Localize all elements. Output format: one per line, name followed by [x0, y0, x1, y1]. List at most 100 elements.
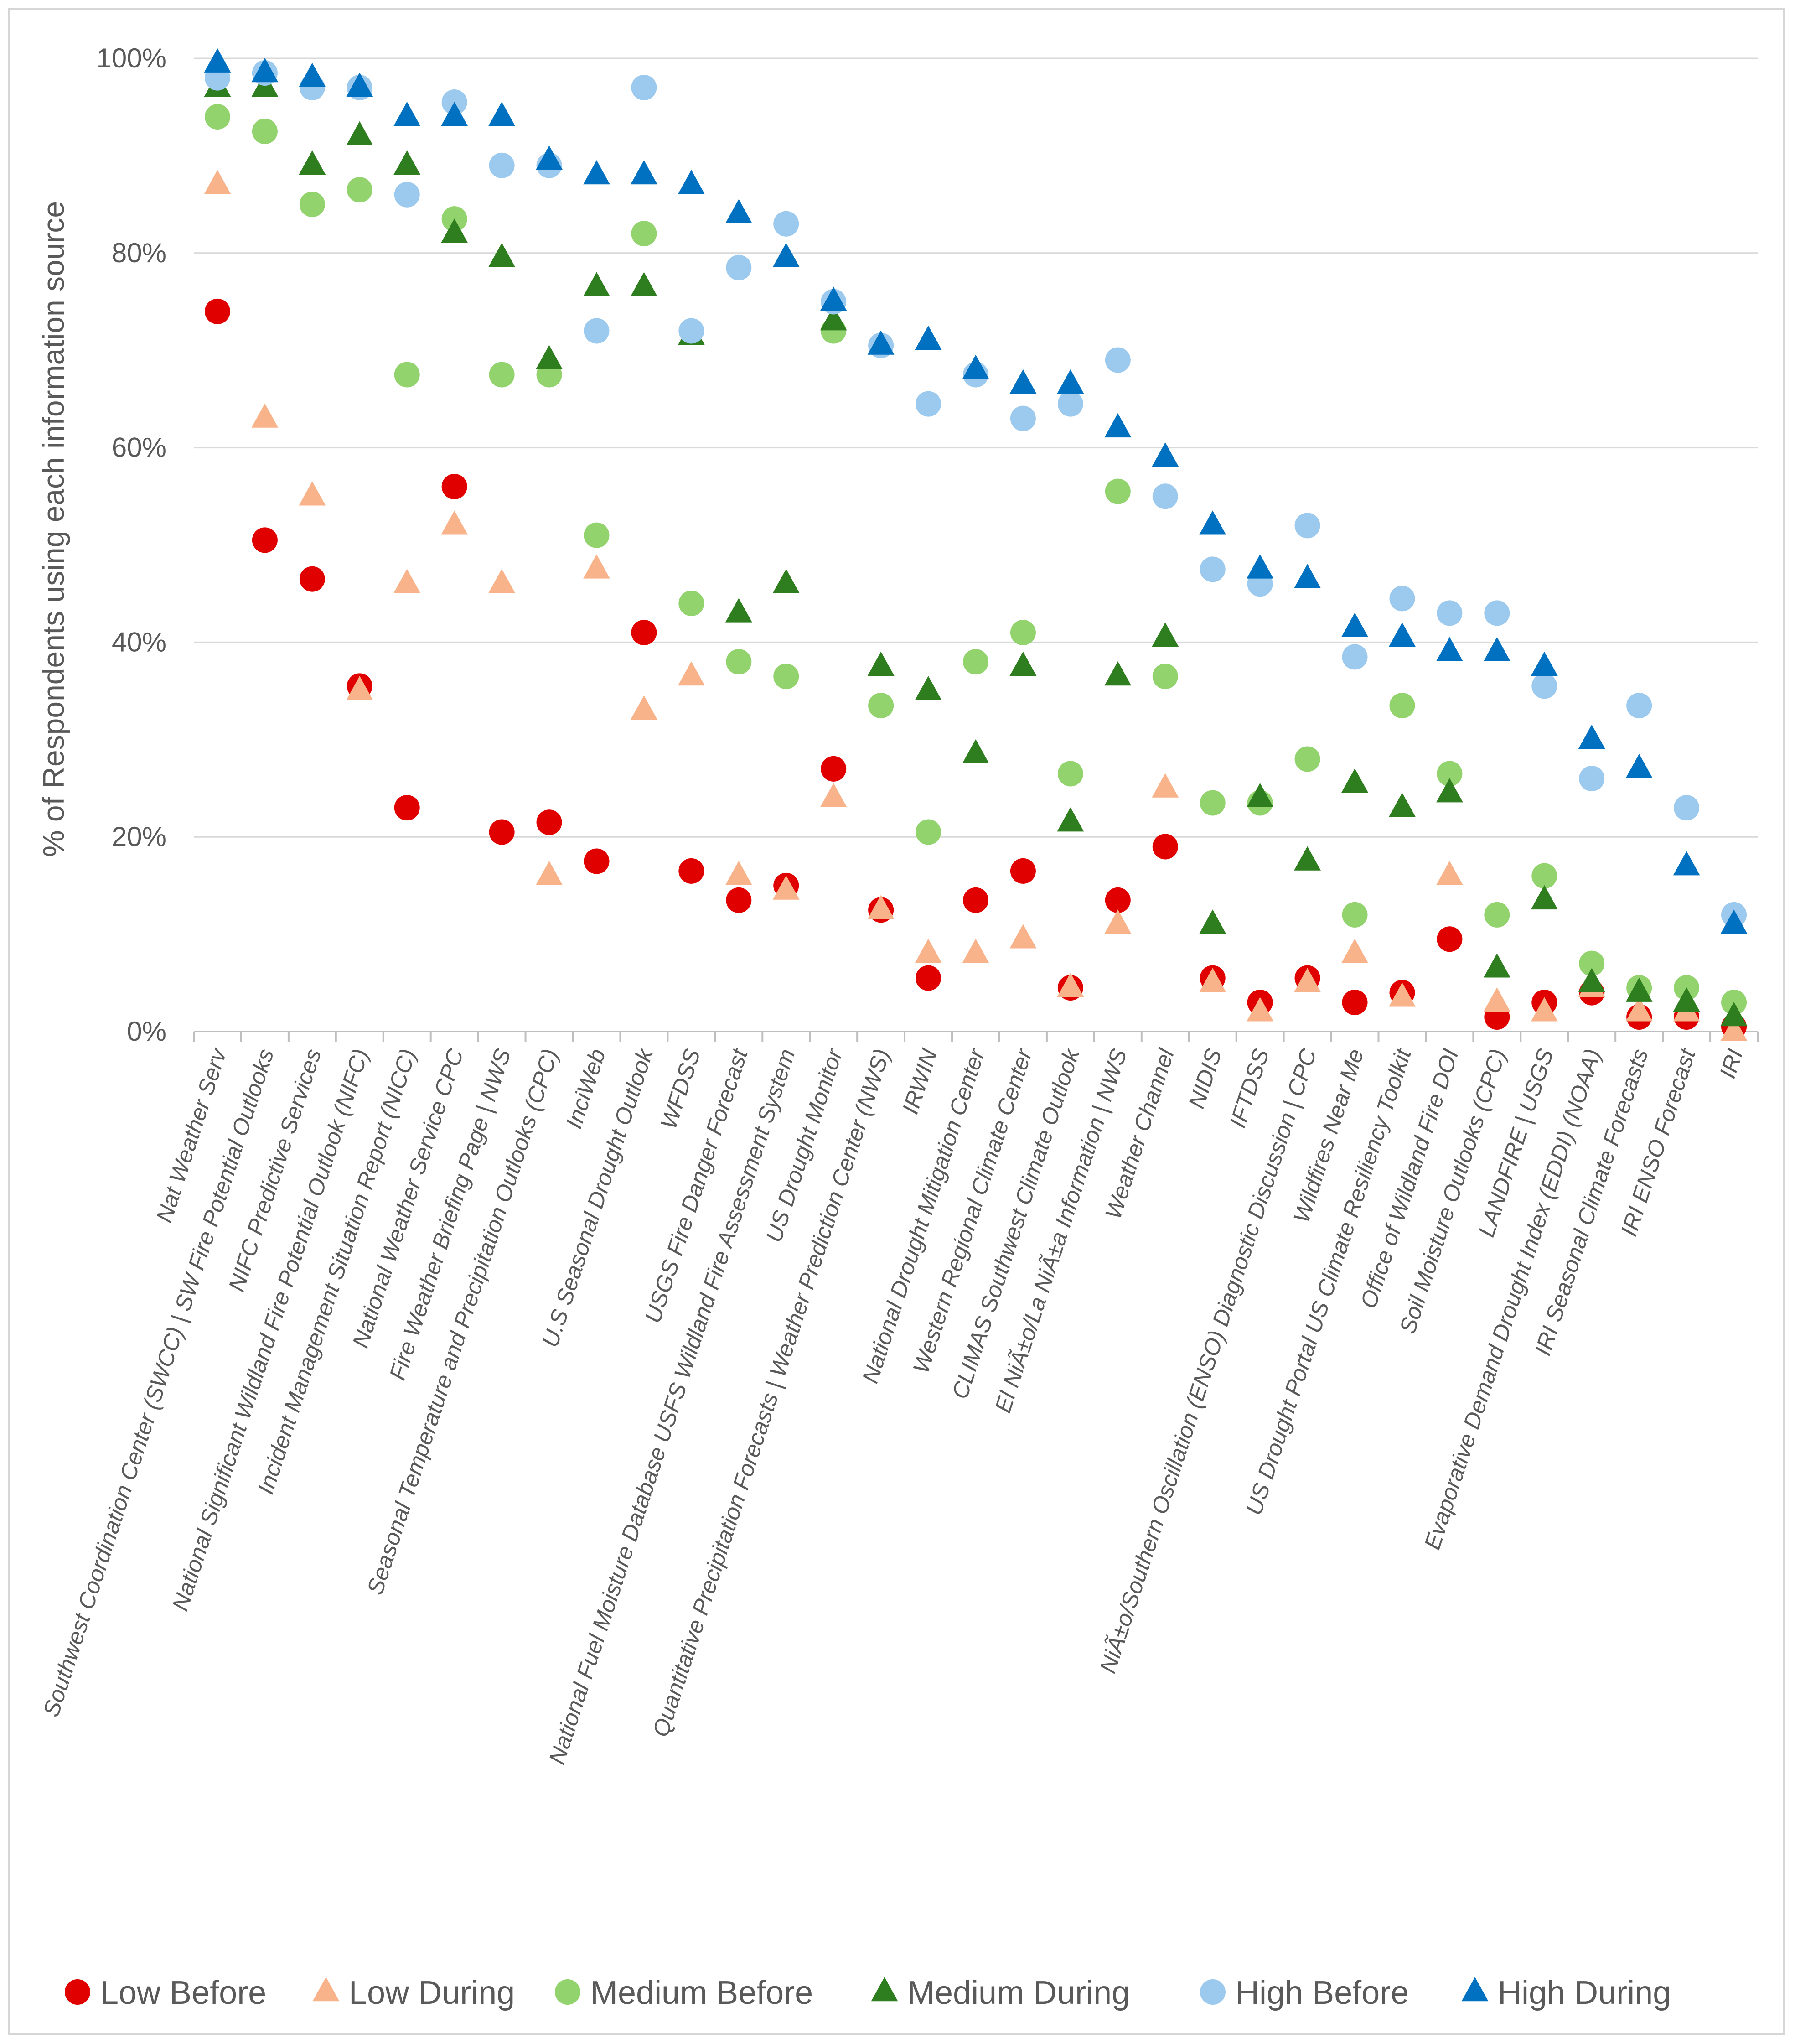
data-point	[962, 939, 989, 963]
data-point	[1579, 766, 1605, 792]
legend-label: High During	[1498, 1975, 1671, 2011]
data-point	[1720, 909, 1748, 934]
data-point	[1294, 564, 1321, 588]
data-point	[915, 939, 942, 963]
data-points	[204, 48, 1748, 1041]
data-point	[1342, 989, 1368, 1015]
data-point	[204, 48, 231, 73]
data-point	[393, 102, 421, 126]
legend: Low Before Low During Medium Before Medium …	[65, 1975, 1671, 2011]
legend-label: Low Before	[100, 1975, 266, 2011]
data-point	[204, 298, 230, 324]
data-point	[772, 569, 800, 593]
legend-item: Low During	[312, 1975, 515, 2011]
y-tick-label: 0%	[127, 1016, 166, 1047]
data-point	[726, 887, 752, 913]
data-point	[1294, 846, 1321, 871]
data-point	[1247, 783, 1274, 808]
data-point	[867, 895, 895, 919]
data-point	[773, 211, 799, 237]
data-point	[1104, 413, 1132, 438]
data-point	[1294, 968, 1321, 992]
data-point	[1483, 987, 1510, 1012]
data-point	[915, 676, 942, 700]
data-point	[299, 566, 325, 592]
data-point	[820, 783, 847, 808]
data-point	[1625, 997, 1653, 1022]
data-point	[1152, 442, 1179, 467]
y-tick-label: 100%	[97, 43, 166, 73]
data-point	[1720, 1017, 1748, 1041]
data-point	[1105, 887, 1131, 913]
data-point	[916, 391, 941, 417]
y-axis-title: % of Respondents using each information …	[36, 201, 70, 857]
data-point	[1436, 637, 1463, 661]
data-point	[631, 272, 657, 296]
data-point	[1294, 746, 1320, 772]
data-point	[251, 58, 279, 83]
legend-marker	[1200, 1979, 1226, 2005]
data-point	[1247, 997, 1274, 1022]
data-point	[1057, 972, 1084, 997]
data-point	[488, 569, 516, 593]
legend-marker	[871, 1977, 898, 2002]
data-point	[394, 795, 420, 821]
legend-item: Low Before	[65, 1975, 266, 2011]
data-point	[962, 354, 989, 379]
y-axis-tick-labels: 0% 20% 40% 60% 80% 100%	[97, 43, 166, 1047]
data-point	[725, 199, 752, 223]
data-point	[1009, 369, 1037, 394]
data-point	[1483, 953, 1510, 978]
data-point	[1673, 851, 1700, 876]
data-point	[489, 152, 515, 178]
data-point	[773, 664, 799, 690]
y-tick-label: 20%	[112, 821, 166, 852]
legend-label: High Before	[1236, 1975, 1409, 2011]
data-point	[772, 875, 800, 900]
data-point	[772, 243, 800, 267]
data-point	[1105, 478, 1131, 504]
legend-label: Medium Before	[590, 1975, 813, 2011]
data-point	[1720, 1002, 1748, 1027]
data-point	[1152, 622, 1179, 647]
legend-item: Medium Before	[555, 1975, 813, 2011]
data-point	[725, 598, 752, 623]
data-point	[631, 695, 657, 720]
legend-marker	[65, 1979, 90, 2005]
data-point	[441, 102, 468, 126]
data-point	[488, 102, 516, 126]
series-low-during	[204, 170, 1748, 1041]
data-point	[299, 192, 325, 218]
data-point	[1057, 807, 1084, 832]
data-point	[1057, 761, 1083, 787]
y-tick-label: 60%	[112, 432, 166, 463]
data-point	[1484, 600, 1510, 626]
data-point	[489, 819, 515, 845]
data-point	[1199, 968, 1226, 992]
data-point	[1104, 909, 1132, 934]
data-point	[1578, 968, 1605, 992]
data-point	[583, 554, 610, 579]
data-point	[489, 362, 515, 388]
series-high-before	[204, 60, 1747, 928]
data-point	[252, 527, 278, 553]
data-point	[1674, 795, 1700, 821]
data-point	[867, 651, 895, 676]
x-tick-label: InciWeb	[561, 1046, 610, 1131]
data-point	[1531, 673, 1557, 699]
data-point	[1009, 651, 1037, 676]
data-point	[678, 661, 705, 686]
data-point	[204, 170, 231, 194]
data-point	[1389, 982, 1416, 1007]
data-point	[678, 591, 704, 617]
data-point	[1437, 926, 1463, 952]
data-point	[393, 569, 421, 593]
legend-item: High During	[1461, 1975, 1671, 2011]
data-point	[1010, 405, 1036, 431]
data-point	[1389, 586, 1415, 612]
data-point	[1294, 513, 1320, 539]
legend-item: Medium During	[871, 1975, 1130, 2011]
data-point	[820, 286, 847, 311]
gridlines	[194, 57, 1758, 1032]
data-point	[1104, 661, 1132, 686]
